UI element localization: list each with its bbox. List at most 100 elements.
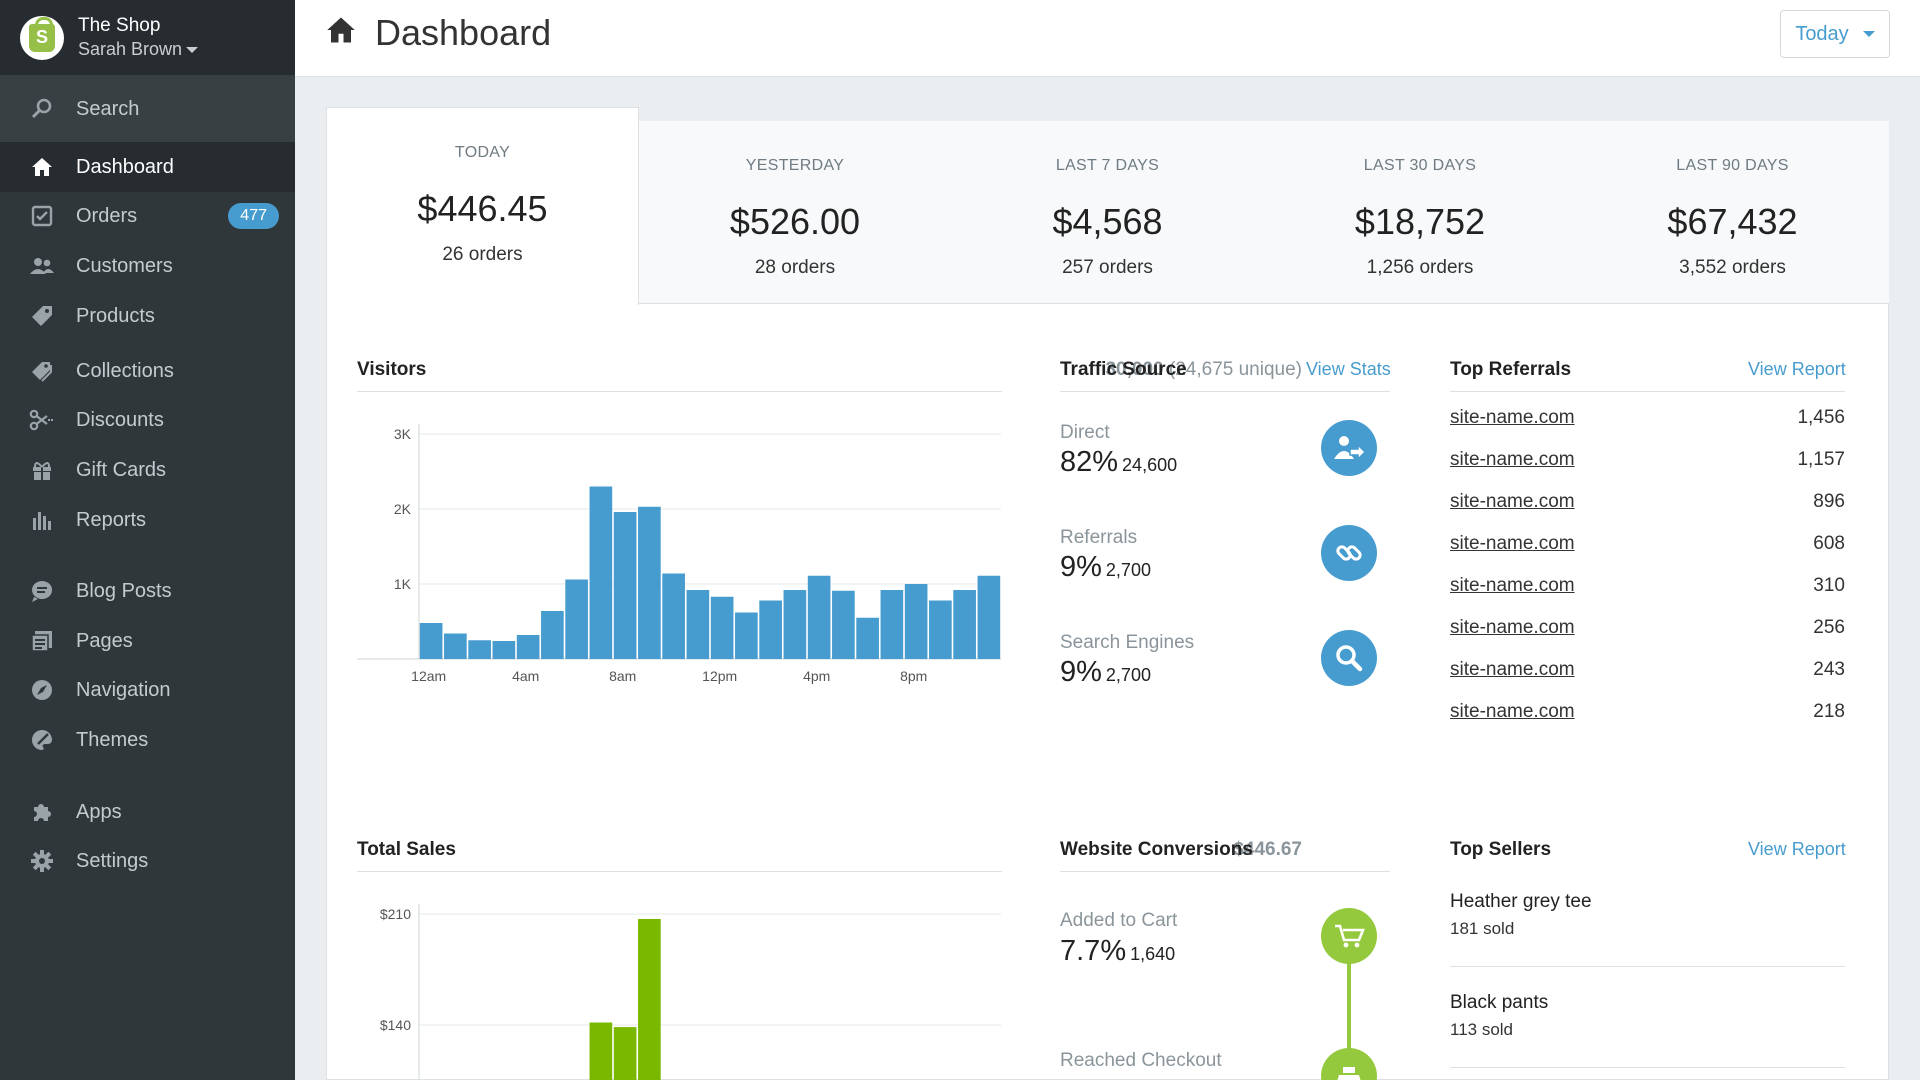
seller-name[interactable]: Black pants [1450, 992, 1549, 1013]
stat-last-7-days[interactable]: LAST 7 DAYS $4,568 257 orders [951, 121, 1264, 304]
seller-sold: 181 sold [1450, 919, 1515, 938]
view-stats-link[interactable]: View Stats [1306, 359, 1391, 379]
stat-orders: 28 orders [754, 257, 836, 278]
sidebar-item-settings[interactable]: Settings [0, 836, 295, 886]
sidebar-item-themes[interactable]: Themes [0, 715, 295, 765]
sidebar-item-dashboard[interactable]: Dashboard [0, 142, 295, 192]
referral-site-link[interactable]: site-name.com [1450, 659, 1575, 680]
user-arrow-icon [1321, 420, 1377, 476]
collections-icon [28, 357, 56, 385]
dashboard-panel: Visitors 30,000 (24,675 unique) 1K 2K 3K 12… [326, 304, 1889, 1080]
website-conversions-title: Website Conversions [1060, 839, 1253, 860]
visitors-bar [565, 579, 588, 659]
referral-site-link[interactable]: site-name.com [1450, 533, 1575, 554]
sidebar-item-apps[interactable]: Apps [0, 787, 295, 837]
sidebar-item-customers[interactable]: Customers [0, 241, 295, 291]
visitors-bar [759, 600, 782, 659]
divider [357, 391, 1002, 392]
conversion-count: 1,640 [1130, 944, 1176, 964]
referral-count: 896 [1813, 491, 1845, 512]
x-tick-label: 8am [609, 668, 636, 684]
referral-site-link[interactable]: site-name.com [1450, 575, 1575, 596]
stat-value: $446.45 [417, 188, 548, 229]
sidebar-item-reports[interactable]: Reports [0, 495, 295, 545]
tag-icon [28, 302, 56, 330]
total-sales-value: $446.67 [1233, 839, 1302, 861]
visitors-bar [662, 573, 685, 659]
link-icon [1321, 525, 1377, 581]
shop-logo: S [20, 15, 64, 60]
home-icon [28, 153, 56, 181]
register-icon [1321, 1048, 1377, 1080]
visitors-chart: 1K 2K 3K 12am 4am 8am 12pm 4pm 8pm [357, 424, 1001, 684]
stat-label: TODAY [454, 144, 511, 161]
stat-yesterday[interactable]: YESTERDAY $526.00 28 orders [639, 121, 951, 304]
stat-last-30-days[interactable]: LAST 30 DAYS $18,752 1,256 orders [1264, 121, 1576, 304]
date-range-label: Today [1795, 22, 1849, 45]
visitors-bar [783, 590, 807, 659]
stat-last-90-days[interactable]: LAST 90 DAYS $67,432 3,552 orders [1576, 121, 1889, 304]
sidebar-item-blog-posts[interactable]: Blog Posts [0, 566, 295, 616]
sidebar-item-collections[interactable]: Collections [0, 346, 295, 396]
total-sales-amount: $446.67 [1233, 839, 1302, 860]
stat-today[interactable]: TODAY $446.45 26 orders [326, 107, 639, 305]
search-label: Search [76, 97, 140, 120]
pages-icon [28, 627, 56, 655]
total-sales-title: Total Sales [357, 839, 456, 860]
visitors-title: Visitors [357, 359, 427, 380]
visitors-total-value: 30,000 [1105, 359, 1164, 380]
visitors-bar [686, 590, 710, 659]
orders-icon [28, 202, 56, 230]
stat-label: LAST 30 DAYS [1363, 157, 1477, 174]
referral-count: 1,456 [1797, 407, 1845, 428]
sidebar-item-label: Settings [76, 849, 149, 872]
sidebar-item-gift-cards[interactable]: Gift Cards [0, 445, 295, 495]
visitors-bar [832, 590, 855, 659]
compass-icon [28, 676, 56, 704]
source-value: 9% 2,700 [1060, 656, 1151, 689]
referral-site-link[interactable]: site-name.com [1450, 491, 1575, 512]
gear-icon [28, 847, 56, 875]
stats-background [626, 121, 1889, 304]
top-sellers-title: Top Sellers [1450, 839, 1552, 860]
y-tick-label: 3K [394, 426, 412, 442]
page-title: Dashboard [325, 12, 551, 54]
sales-bar [589, 1022, 613, 1080]
cart-icon [1321, 908, 1377, 964]
sidebar-item-navigation[interactable]: Navigation [0, 665, 295, 715]
source-value: 82% 24,600 [1060, 446, 1177, 479]
divider [1450, 1067, 1845, 1068]
sidebar-search[interactable]: Search [0, 75, 295, 143]
referral-site-link[interactable]: site-name.com [1450, 701, 1575, 722]
sidebar-item-orders[interactable]: Orders 477 [0, 191, 295, 241]
referral-count: 218 [1813, 701, 1845, 722]
shop-header[interactable]: S The Shop Sarah Brown [0, 0, 295, 75]
date-range-dropdown[interactable]: Today [1780, 10, 1890, 58]
referral-count: 243 [1813, 659, 1845, 680]
source-percent: 9% [1060, 551, 1102, 583]
referral-site-link[interactable]: site-name.com [1450, 617, 1575, 638]
top-referrals-title: Top Referrals [1450, 359, 1572, 380]
source-value: 9% 2,700 [1060, 551, 1151, 584]
referral-site-link[interactable]: site-name.com [1450, 407, 1575, 428]
user-menu[interactable]: Sarah Brown [78, 39, 199, 60]
sidebar-item-label: Apps [76, 800, 122, 823]
view-sellers-report-link[interactable]: View Report [1748, 839, 1846, 859]
sidebar-item-discounts[interactable]: Discounts [0, 395, 295, 445]
chevron-down-icon [186, 46, 199, 53]
visitors-bar [880, 590, 904, 659]
stat-orders: 3,552 orders [1679, 257, 1786, 278]
sidebar-item-pages[interactable]: Pages [0, 616, 295, 666]
visitors-total: 30,000 (24,675 unique) [1105, 359, 1302, 381]
x-tick-label: 12pm [702, 668, 737, 684]
conversion-value: 7.7% 1,640 [1060, 935, 1175, 968]
view-referrals-report-link[interactable]: View Report [1748, 359, 1846, 379]
seller-name[interactable]: Heather grey tee [1450, 891, 1592, 912]
shopping-bag-icon: S [29, 16, 55, 52]
visitors-bar [638, 506, 661, 659]
referral-site-link[interactable]: site-name.com [1450, 449, 1575, 470]
sidebar: S The Shop Sarah Brown Search Dashboard … [0, 0, 295, 1080]
referral-count: 1,157 [1797, 449, 1845, 470]
sidebar-item-products[interactable]: Products [0, 291, 295, 341]
palette-icon [28, 726, 56, 754]
